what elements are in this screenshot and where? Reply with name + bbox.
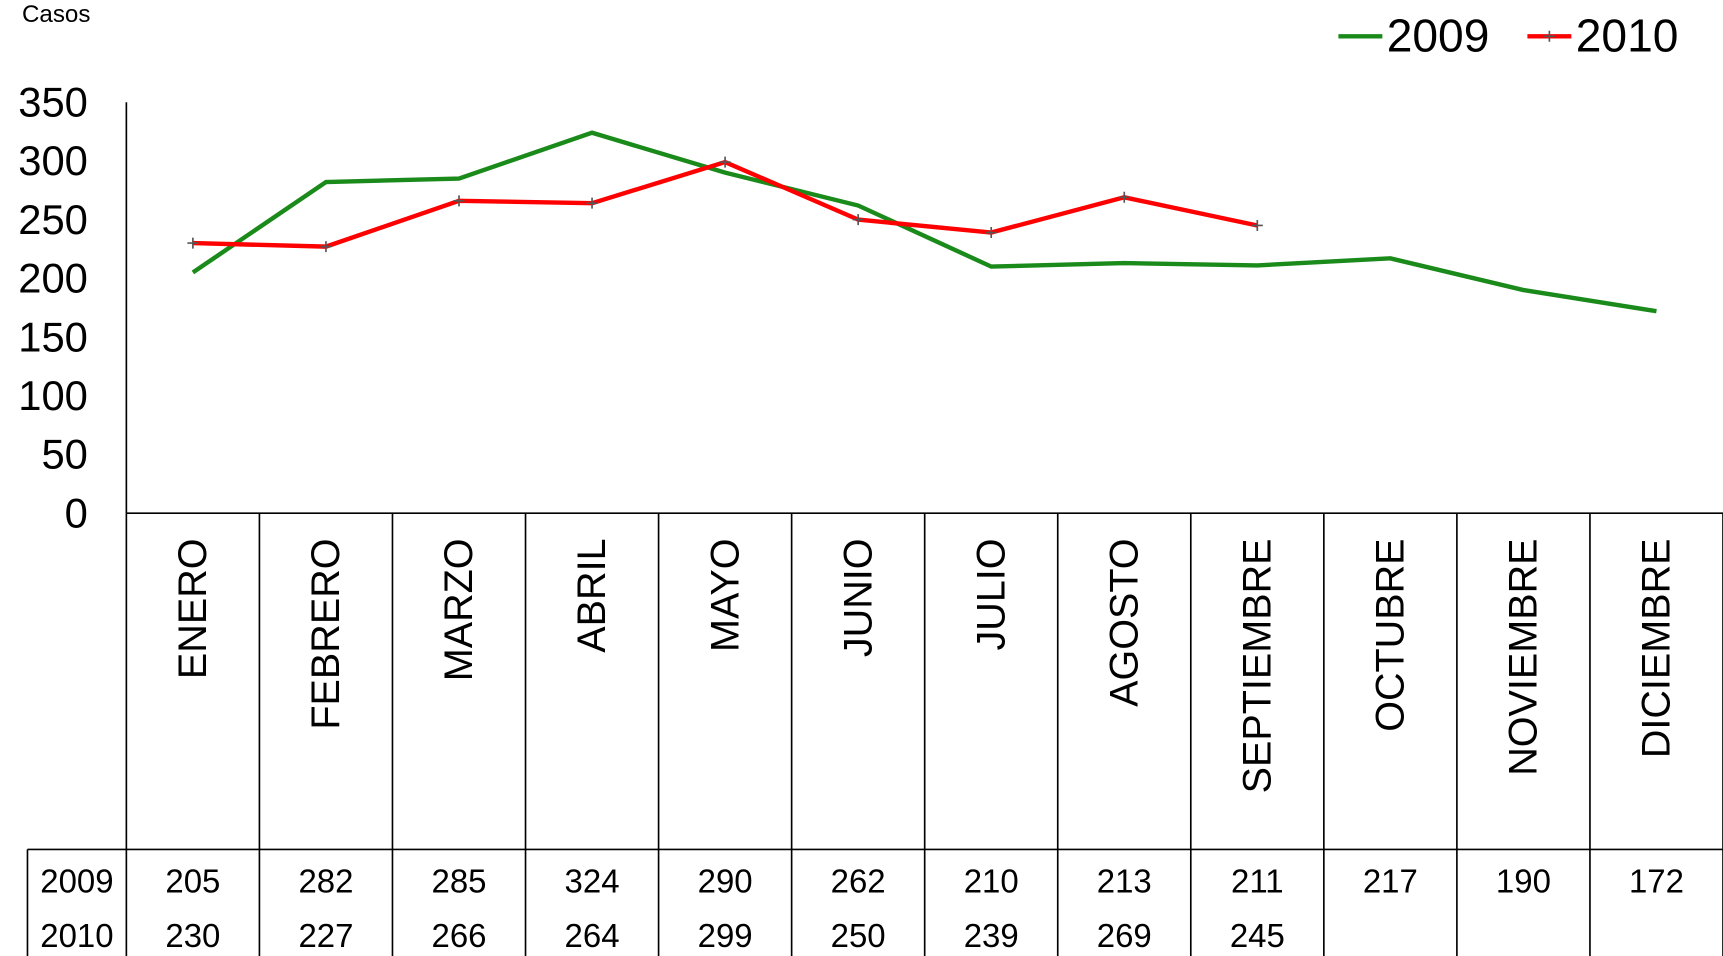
x-tick-label: ENERO	[171, 538, 215, 679]
x-tick-label: MAYO	[703, 538, 747, 652]
x-tick-label: JULIO	[969, 538, 1013, 650]
point-marker	[719, 156, 731, 168]
table-cell: 324	[565, 862, 620, 899]
table-cell: 266	[432, 917, 487, 954]
x-tick-label: FEBRERO	[304, 538, 348, 729]
table-cell: 190	[1496, 862, 1551, 899]
point-marker	[453, 195, 465, 207]
table-cell: 250	[831, 917, 886, 954]
y-tick-label: 50	[41, 431, 87, 478]
table-cell: 230	[165, 917, 220, 954]
table-cell: 299	[698, 917, 753, 954]
table-cell: 269	[1097, 917, 1152, 954]
table-cell: 264	[565, 917, 620, 954]
point-marker	[586, 197, 598, 209]
x-tick-label: MARZO	[437, 538, 481, 681]
y-tick-label: 200	[18, 255, 88, 302]
table-row-label: 2009	[40, 862, 113, 899]
table-cell: 210	[964, 862, 1019, 899]
x-tick-label: OCTUBRE	[1369, 538, 1413, 731]
table-cell: 205	[165, 862, 220, 899]
y-tick-label: 350	[18, 78, 88, 125]
table-cell: 290	[698, 862, 753, 899]
table-cell: 213	[1097, 862, 1152, 899]
table-cell: 245	[1230, 917, 1285, 954]
x-tick-label: AGOSTO	[1102, 538, 1146, 706]
x-tick-label: NOVIEMBRE	[1502, 538, 1546, 775]
table-cell: 282	[298, 862, 353, 899]
y-tick-label: 150	[18, 313, 88, 360]
x-tick-label: DICIEMBRE	[1635, 538, 1679, 758]
point-marker	[1251, 219, 1263, 231]
legend-label: 2009	[1387, 10, 1490, 62]
table-cell: 285	[432, 862, 487, 899]
y-tick-label: 0	[65, 489, 88, 536]
point-marker	[187, 237, 199, 249]
table-cell: 262	[831, 862, 886, 899]
y-tick-label: 300	[18, 137, 88, 184]
x-tick-label: JUNIO	[836, 538, 880, 657]
series-line	[191, 130, 1657, 314]
y-axis-label: Casos	[22, 1, 90, 28]
table-cell: 217	[1363, 862, 1418, 899]
point-marker	[320, 241, 332, 253]
table-cell: 239	[964, 917, 1019, 954]
table-row-label: 2010	[40, 917, 113, 954]
table-cell: 211	[1231, 862, 1284, 899]
table-cell: 172	[1629, 862, 1684, 899]
legend-label: 2010	[1576, 10, 1679, 62]
y-tick-label: 100	[18, 372, 88, 419]
legend-marker	[1543, 30, 1555, 42]
point-marker	[1118, 191, 1130, 203]
x-tick-label: ABRIL	[570, 538, 614, 652]
x-tick-label: SEPTIEMBRE	[1236, 538, 1280, 793]
point-marker	[852, 214, 864, 226]
table-cell: 227	[298, 917, 353, 954]
y-tick-label: 250	[18, 196, 88, 243]
point-marker	[985, 227, 997, 239]
